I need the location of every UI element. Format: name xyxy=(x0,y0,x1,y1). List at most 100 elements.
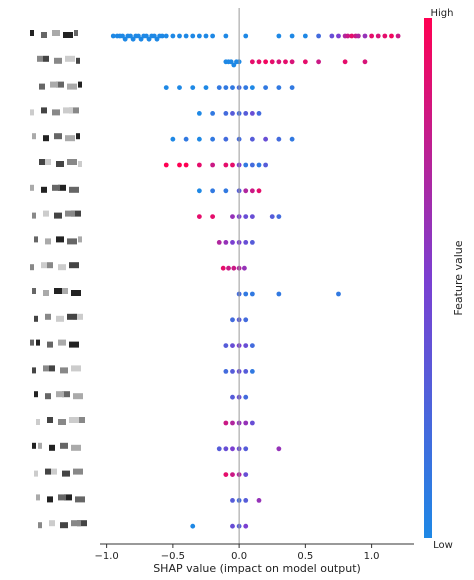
shap-point xyxy=(362,59,368,65)
shap-point xyxy=(170,33,176,39)
shap-point xyxy=(230,162,235,168)
redacted-label-block xyxy=(52,109,60,116)
shap-point xyxy=(230,523,235,529)
redacted-label-block xyxy=(75,496,85,503)
redacted-label-block xyxy=(67,159,77,165)
shap-point xyxy=(210,33,216,39)
shap-point xyxy=(223,111,229,116)
redacted-label-block xyxy=(37,55,43,62)
redacted-label-block xyxy=(54,133,62,140)
shap-point xyxy=(329,33,335,39)
x-tick-label: 0.5 xyxy=(297,551,313,562)
redacted-label-block xyxy=(32,133,36,140)
shap-point xyxy=(243,498,249,503)
redacted-label-block xyxy=(77,520,87,527)
redacted-label-block xyxy=(41,107,47,114)
redacted-label-block xyxy=(45,468,51,475)
shap-point xyxy=(276,33,282,39)
redacted-label-block xyxy=(56,161,64,167)
shap-point xyxy=(263,85,269,90)
redacted-label-block xyxy=(56,236,64,243)
shap-point xyxy=(216,85,222,90)
shap-point xyxy=(230,111,235,116)
shap-point xyxy=(269,59,275,65)
redacted-label-block xyxy=(32,212,36,219)
shap-point xyxy=(249,214,255,220)
shap-point xyxy=(190,33,196,39)
shap-point xyxy=(342,59,348,65)
redacted-label-block xyxy=(32,367,36,374)
shap-point xyxy=(249,420,255,426)
shap-point xyxy=(177,162,182,168)
x-axis-title: SHAP value (impact on model output) xyxy=(153,562,361,575)
shap-point xyxy=(196,136,202,142)
redacted-label-block xyxy=(56,81,64,88)
shap-point xyxy=(183,33,189,39)
shap-point xyxy=(230,214,235,220)
redacted-label-block xyxy=(78,161,82,167)
shap-point xyxy=(316,59,322,65)
redacted-label-block xyxy=(71,210,81,217)
redacted-label-block xyxy=(69,186,79,193)
shap-point xyxy=(210,136,216,142)
redacted-label-block xyxy=(34,470,38,477)
shap-point xyxy=(355,33,361,39)
shap-point xyxy=(276,291,282,297)
redacted-label-block xyxy=(69,107,79,114)
redacted-label-block xyxy=(58,264,66,271)
shap-point xyxy=(138,36,144,42)
redacted-label-block xyxy=(67,83,77,90)
redacted-label-block xyxy=(60,288,68,294)
redacted-label-block xyxy=(41,186,47,193)
shap-point xyxy=(146,36,152,42)
redacted-label-block xyxy=(58,494,66,501)
shap-point xyxy=(249,291,255,297)
redacted-label-block xyxy=(78,236,82,243)
shap-point xyxy=(223,446,229,452)
redacted-label-block xyxy=(36,494,40,501)
redacted-label-block xyxy=(63,32,73,38)
shap-point xyxy=(230,394,235,400)
redacted-label-block xyxy=(41,32,47,38)
x-tick-label: 1.0 xyxy=(364,551,380,562)
shap-point xyxy=(159,33,165,39)
redacted-label-block xyxy=(34,391,38,398)
shap-point xyxy=(196,33,202,39)
shap-point xyxy=(256,188,262,194)
shap-point xyxy=(223,240,229,245)
redacted-label-block xyxy=(30,264,34,271)
redacted-label-block xyxy=(62,470,70,477)
shap-point xyxy=(183,136,189,142)
shap-point xyxy=(230,343,235,348)
shap-point xyxy=(375,33,381,39)
shap-point xyxy=(243,188,249,194)
redacted-label-block xyxy=(47,341,53,348)
redacted-label-block xyxy=(36,339,40,346)
redacted-label-block xyxy=(43,365,49,372)
shap-point xyxy=(336,291,341,297)
shap-point xyxy=(122,36,128,42)
shap-point xyxy=(220,265,226,271)
shap-point xyxy=(223,420,229,426)
shap-point xyxy=(151,33,157,39)
shap-point xyxy=(243,111,249,116)
shap-point xyxy=(196,111,202,116)
colorbar-high-label: High xyxy=(431,8,454,19)
redacted-label-block xyxy=(45,159,51,165)
shap-point xyxy=(163,162,169,168)
redacted-label-block xyxy=(49,365,55,372)
shap-point xyxy=(249,59,255,65)
redacted-label-block xyxy=(60,367,68,374)
shap-point xyxy=(154,36,160,42)
shap-point xyxy=(316,33,322,39)
redacted-label-block xyxy=(43,135,49,142)
shap-point xyxy=(256,59,262,65)
redacted-label-block xyxy=(62,391,70,398)
shap-point xyxy=(345,33,351,39)
shap-point xyxy=(276,136,282,142)
shap-point xyxy=(243,214,249,220)
redacted-label-block xyxy=(41,262,47,269)
shap-point xyxy=(230,369,235,374)
shap-point xyxy=(230,420,235,426)
